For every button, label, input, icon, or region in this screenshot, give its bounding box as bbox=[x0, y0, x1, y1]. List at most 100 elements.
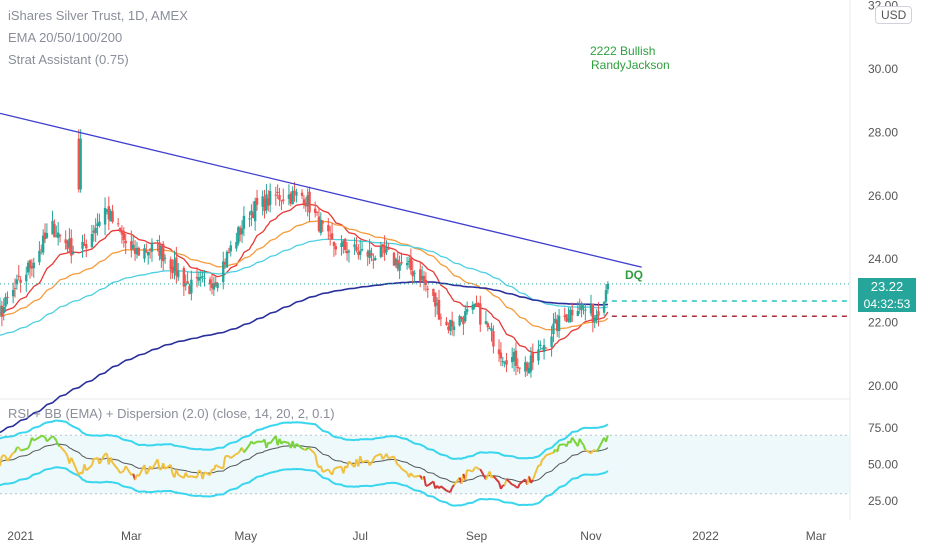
bb-upper-line bbox=[0, 419, 609, 460]
candle-body bbox=[597, 311, 600, 316]
rsi-segment bbox=[209, 469, 213, 476]
candle-body bbox=[118, 227, 122, 232]
candle-body bbox=[449, 319, 452, 331]
candle-body bbox=[319, 219, 323, 234]
candle-body bbox=[71, 252, 75, 254]
rsi-segment bbox=[222, 456, 227, 469]
candle-body bbox=[531, 353, 535, 363]
candle-body bbox=[374, 257, 377, 261]
candle-body bbox=[484, 321, 488, 324]
rsi-segment bbox=[20, 447, 27, 452]
rsi-segment bbox=[111, 462, 119, 471]
rsi-segment bbox=[597, 437, 605, 450]
rsi-segment bbox=[198, 469, 202, 473]
candle-body bbox=[295, 192, 298, 196]
candle-body bbox=[293, 190, 296, 193]
candle-body bbox=[518, 367, 521, 369]
candle-body bbox=[582, 306, 585, 308]
candle-body bbox=[578, 308, 581, 310]
rsi-segment bbox=[590, 449, 594, 454]
rsi-segment bbox=[55, 440, 60, 446]
x-tick-label: 2022 bbox=[692, 529, 719, 543]
candle-body bbox=[450, 320, 454, 327]
rsi-segment bbox=[53, 437, 58, 441]
bb-lower-line bbox=[0, 466, 609, 507]
candle-body bbox=[556, 319, 559, 332]
candle-body bbox=[25, 274, 28, 282]
candle-body bbox=[30, 266, 34, 269]
rsi-segment bbox=[539, 459, 544, 467]
candle-body bbox=[479, 303, 482, 325]
candle-body bbox=[0, 307, 2, 309]
rsi-segment bbox=[305, 447, 309, 451]
candle-body bbox=[525, 363, 529, 371]
candle-body bbox=[133, 248, 137, 254]
candle-body bbox=[107, 206, 111, 220]
rsi-segment bbox=[17, 446, 22, 452]
rsi-segment bbox=[531, 464, 540, 481]
candle-body bbox=[524, 362, 527, 372]
candle-body bbox=[544, 347, 548, 349]
rsi-segment bbox=[545, 452, 552, 457]
x-tick-label: May bbox=[234, 529, 257, 543]
candle-body bbox=[56, 232, 60, 238]
rsi-segment bbox=[57, 444, 61, 448]
candle-body bbox=[383, 245, 386, 254]
rsi-segment bbox=[201, 471, 206, 480]
candle-body bbox=[143, 248, 146, 259]
candle-body bbox=[471, 304, 474, 310]
rsi-segment bbox=[283, 440, 290, 444]
x-tick-label: Mar bbox=[806, 529, 827, 543]
candle-body bbox=[537, 349, 540, 361]
candle-body bbox=[542, 345, 546, 353]
candle-body bbox=[55, 235, 58, 237]
rsi-segment bbox=[6, 452, 14, 462]
candle-body bbox=[120, 230, 124, 235]
rsi-segment bbox=[1, 454, 5, 458]
candle-body bbox=[464, 311, 467, 322]
candle-body bbox=[420, 275, 424, 280]
rsi-segment bbox=[558, 443, 565, 447]
rsi-segment bbox=[333, 467, 337, 470]
rsi-segment bbox=[327, 468, 332, 473]
rsi-segment bbox=[543, 454, 547, 459]
y-tick-label: 20.00 bbox=[868, 379, 898, 393]
rsi-segment bbox=[121, 469, 125, 473]
candle-body bbox=[563, 315, 566, 318]
candle-body bbox=[195, 276, 199, 279]
candle-body bbox=[263, 198, 266, 211]
rsi-segment bbox=[72, 461, 80, 476]
rsi-segment bbox=[184, 472, 189, 478]
candle-body bbox=[212, 283, 216, 290]
candle-body bbox=[64, 239, 67, 244]
candle-body bbox=[396, 259, 399, 269]
rsi-segment bbox=[303, 448, 307, 451]
candle-body bbox=[92, 230, 96, 233]
candle-body bbox=[274, 194, 277, 196]
candle-body bbox=[499, 352, 503, 359]
rsi-segment bbox=[0, 455, 3, 467]
candle-body bbox=[68, 238, 71, 248]
rsi-basis-line bbox=[0, 443, 609, 483]
currency-button[interactable]: USD bbox=[875, 6, 913, 24]
rsi-segment bbox=[98, 453, 106, 465]
candle-body bbox=[216, 283, 219, 288]
candle-body bbox=[43, 232, 47, 240]
candle-body bbox=[552, 323, 555, 335]
rsi-segment bbox=[440, 485, 448, 492]
candle-body bbox=[38, 250, 41, 263]
rsi-segment bbox=[33, 436, 40, 442]
rsi-segment bbox=[51, 435, 56, 439]
strat-legend: Strat Assistant (0.75) bbox=[8, 52, 129, 67]
candle-body bbox=[353, 244, 356, 248]
candle-body bbox=[6, 296, 9, 299]
rsi-segment bbox=[177, 473, 185, 479]
rsi-pane-title: RSI + BB (EMA) + Dispersion (2.0) (close… bbox=[8, 406, 335, 421]
candle-body bbox=[85, 244, 88, 249]
candle-body bbox=[452, 326, 456, 330]
rsi-segment bbox=[393, 456, 397, 462]
candle-body bbox=[58, 235, 62, 237]
symbol-legend: iShares Silver Trust, 1D, AMEX bbox=[8, 8, 188, 23]
candle-body bbox=[512, 351, 516, 361]
